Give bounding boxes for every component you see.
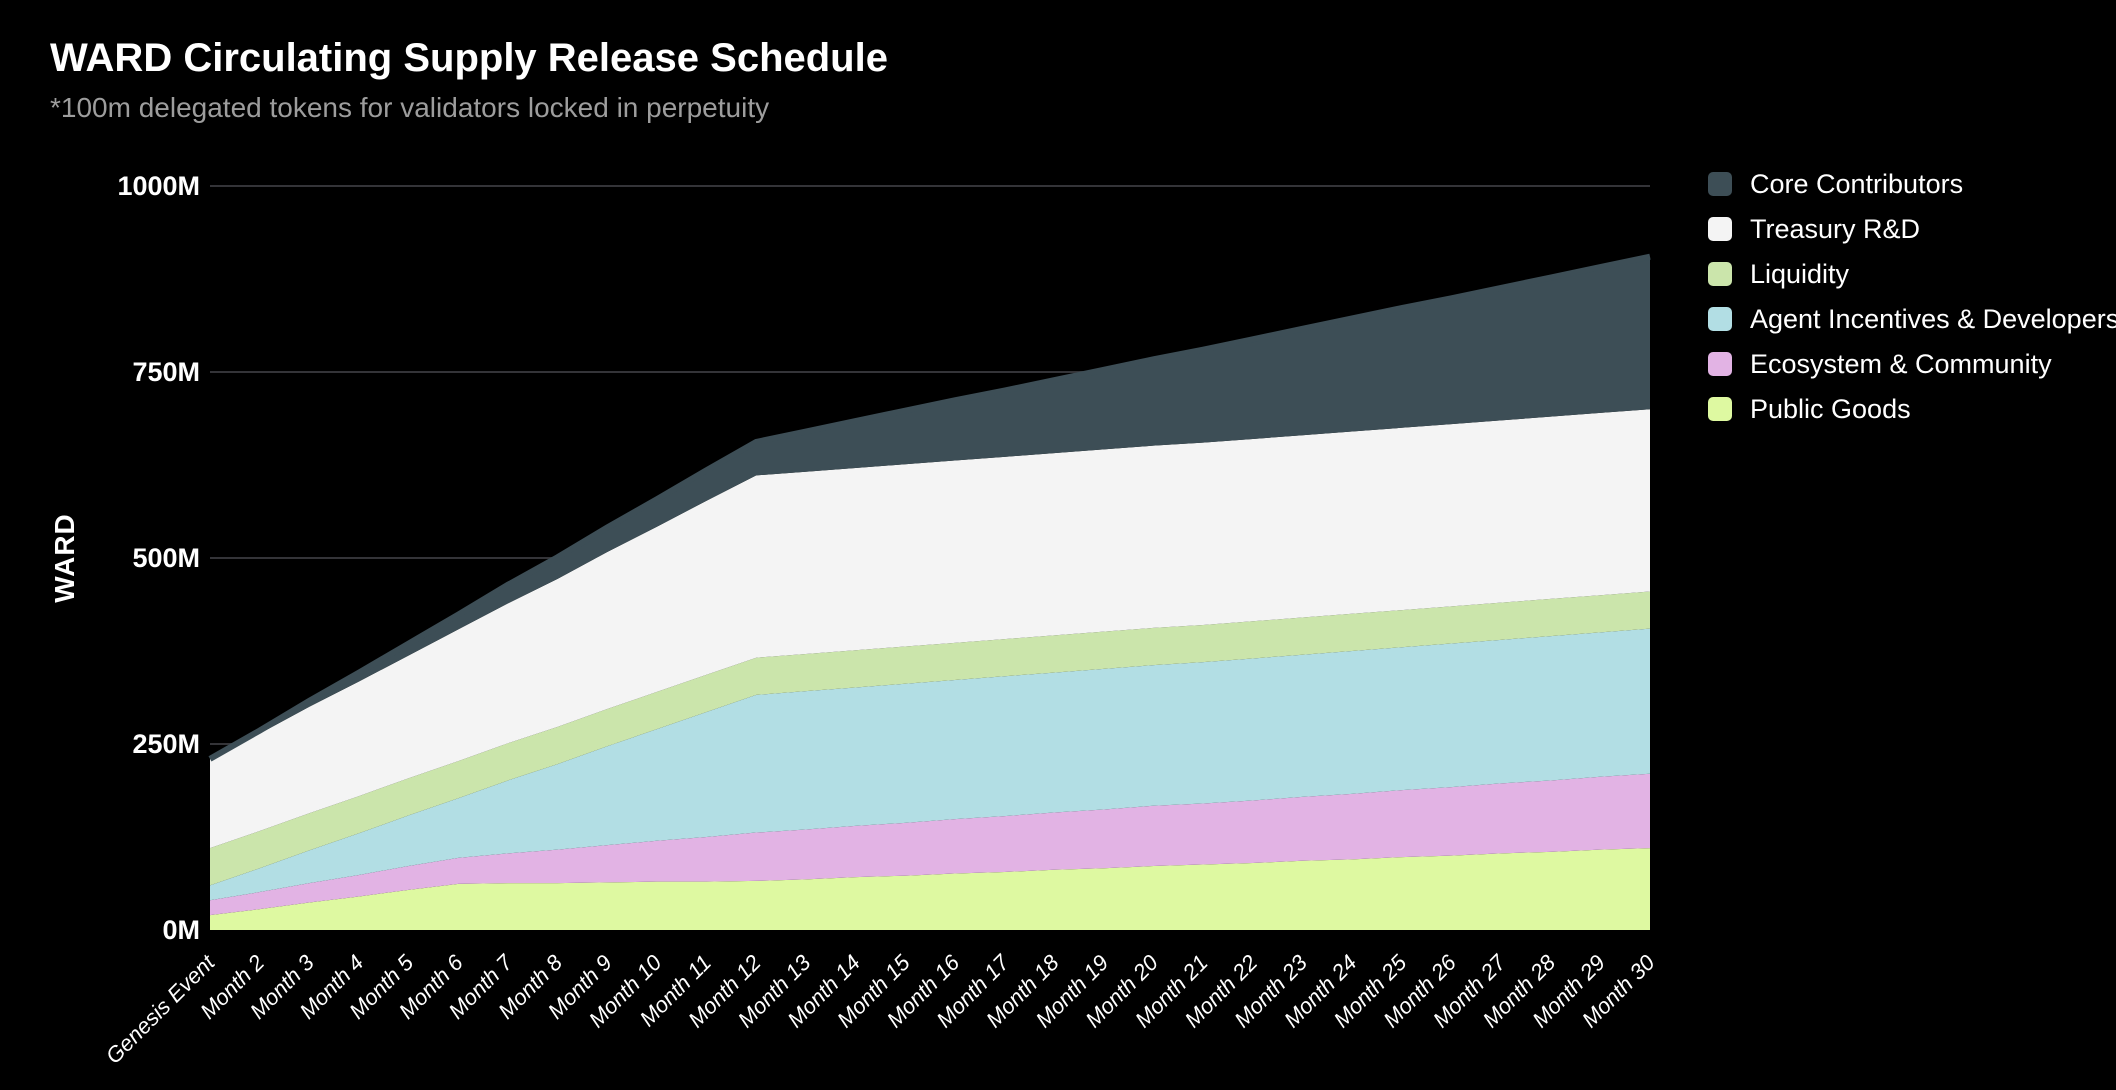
legend-item-liquidity: Liquidity [1708,259,2116,289]
area-treasury-randd [210,409,1650,849]
area-liquidity [210,591,1650,886]
legend-swatch-liquidity [1708,262,1732,286]
y-axis-title: WARD [49,513,80,603]
y-axis-tick-label: 500M [132,543,200,573]
legend-swatch-treasury-randd [1708,217,1732,241]
legend-label: Core Contributors [1750,169,1964,199]
legend-label: Liquidity [1750,259,1850,289]
legend-label: Ecosystem & Community [1750,349,2052,379]
y-axis-tick-label: 0M [162,915,200,945]
legend-swatch-agent-incentives-and-developers [1708,307,1732,331]
legend-item-core-contributors: Core Contributors [1708,169,2116,199]
legend-label: Public Goods [1750,394,1911,424]
area-ecosystem-and-community [210,773,1650,916]
legend-label: Agent Incentives & Developers [1750,304,2116,334]
legend-label: Treasury R&D [1750,214,1921,244]
legend-item-public-goods: Public Goods [1708,394,2116,424]
y-axis-tick-label: 750M [132,357,200,387]
legend-item-ecosystem-and-community: Ecosystem & Community [1708,349,2116,379]
y-axis-tick-label: 250M [132,729,200,759]
legend-swatch-ecosystem-and-community [1708,352,1732,376]
chart-header: WARD Circulating Supply Release Schedule… [50,36,888,122]
area-agent-incentives-and-developers [210,628,1650,901]
legend-swatch-core-contributors [1708,172,1732,196]
chart-subtitle: *100m delegated tokens for validators lo… [50,92,770,123]
area-public-goods [210,848,1650,930]
total-supply-top-edge [208,253,1651,762]
legend-item-agent-incentives-and-developers: Agent Incentives & Developers [1708,304,2116,334]
area-core-contributors [210,256,1650,759]
legend-item-treasury-randd: Treasury R&D [1708,214,2116,244]
chart-legend: Core Contributors Treasury R&D Liquidity Ag… [1708,169,2116,424]
chart-title: WARD Circulating Supply Release Schedule [50,36,888,80]
legend-swatch-public-goods [1708,397,1732,421]
y-axis-tick-label: 1000M [117,171,200,201]
